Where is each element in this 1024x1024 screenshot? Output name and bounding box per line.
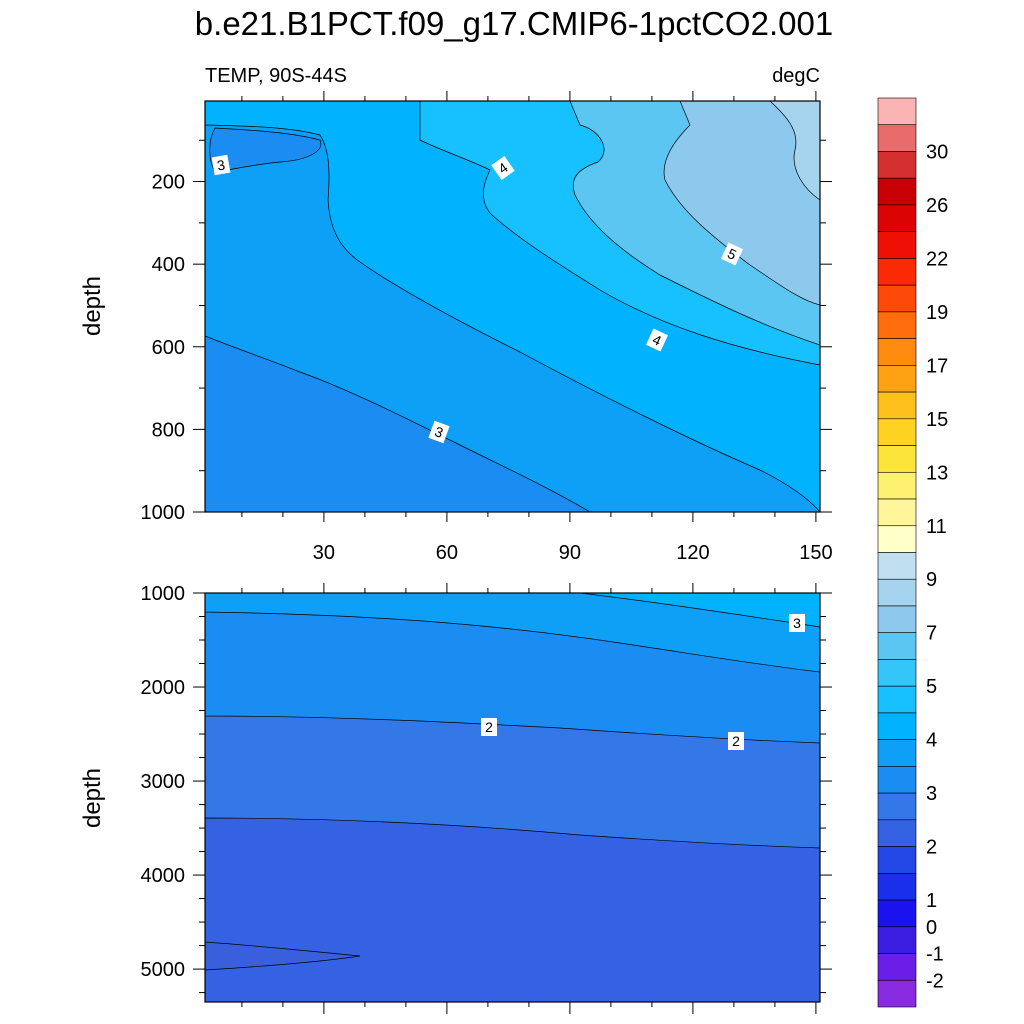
colorbar-label: 9: [926, 569, 937, 591]
colorbar-swatch: [877, 151, 917, 179]
upper-y-tick-label: 1000: [141, 502, 186, 524]
upper-y-tick-label: 600: [152, 337, 185, 359]
upper-contour-label: 5: [720, 242, 744, 266]
colorbar-swatch: [877, 578, 917, 607]
colorbar-swatch: [877, 177, 917, 206]
colorbar-label: 26: [926, 195, 948, 217]
upper-y-tick-label: 800: [152, 419, 185, 441]
upper-contour-label: 3: [428, 420, 450, 444]
lower-y-tick-label: 4000: [141, 865, 186, 887]
upper-panel-frame: [204, 100, 821, 513]
lower-y-tick-label: 1000: [141, 583, 186, 605]
colorbar-swatch: [877, 471, 917, 500]
upper-x-tick-label: 30: [313, 542, 335, 564]
lower-contour-label: 2: [481, 718, 497, 736]
colorbar-label: -2: [926, 970, 944, 992]
colorbar-label: 0: [926, 917, 937, 939]
colorbar-swatch: [877, 712, 917, 740]
colorbar-label: 19: [926, 302, 948, 324]
colorbar-swatch: [877, 605, 917, 634]
colorbar-label: 3: [926, 783, 937, 805]
colorbar-label: 7: [926, 623, 937, 645]
colorbar-swatch: [877, 979, 917, 1008]
lower-region-upper: [205, 593, 820, 673]
svg-text:3: 3: [793, 615, 801, 631]
upper-region-warm3: [663, 101, 820, 306]
colorbar-swatch: [877, 792, 917, 821]
colorbar-swatch: [877, 498, 917, 527]
lower-region-top: [579, 593, 820, 628]
colorbar-swatch: [877, 766, 917, 794]
colorbar-swatch: [877, 739, 917, 767]
colorbar-swatch: [877, 391, 917, 420]
colorbar-swatch: [877, 846, 917, 874]
colorbar-swatch: [877, 204, 917, 232]
left-subtitle: TEMP, 90S-44S: [205, 65, 347, 87]
upper-contour-label: 4: [645, 328, 669, 352]
colorbar-swatch: [877, 124, 917, 152]
upper-region-deep: [205, 335, 591, 512]
lower-contour-label: 3: [789, 614, 805, 632]
colorbar-label: 1: [926, 890, 937, 912]
colorbar: -2 -1 0 1 2 3 4 5 7 9 11 13 15 17 19 22 26 30: [877, 97, 948, 1008]
colorbar-label: 5: [926, 676, 937, 698]
colorbar-swatch: [877, 632, 917, 660]
lower-y-tick-label: 3000: [141, 771, 186, 793]
lower-y-tick-label: 5000: [141, 959, 186, 981]
lower-contour-label: 2: [728, 732, 744, 750]
colorbar-swatch: [877, 311, 917, 339]
lower-region-deep: [205, 817, 820, 1002]
lower-y-tick-label: 2000: [141, 677, 186, 699]
upper-panel: 3 4 4 5 3: [205, 101, 820, 512]
colorbar-label: 4: [926, 730, 937, 752]
upper-x-tick-label: 60: [436, 542, 458, 564]
colorbar-label: -1: [926, 944, 944, 966]
colorbar-label: 30: [926, 141, 948, 163]
colorbar-swatch: [877, 231, 917, 259]
colorbar-label: 15: [926, 409, 948, 431]
colorbar-label: 13: [926, 462, 948, 484]
upper-x-tick-label: 120: [676, 542, 709, 564]
colorbar-swatch: [877, 953, 917, 981]
colorbar-swatch: [877, 659, 917, 687]
right-subtitle: degC: [772, 65, 820, 87]
colorbar-label: 17: [926, 355, 948, 377]
colorbar-swatch: [877, 552, 917, 580]
colorbar-swatch: [877, 926, 917, 954]
svg-text:2: 2: [732, 733, 740, 749]
lower-panel-frame: [204, 592, 821, 1003]
svg-text:3: 3: [216, 156, 227, 173]
upper-region-surface-cool: [209, 127, 322, 173]
chart-title: b.e21.B1PCT.f09_g17.CMIP6-1pctCO2.001: [195, 5, 833, 42]
colorbar-swatch: [877, 899, 917, 928]
upper-x-tick-label: 90: [559, 542, 581, 564]
upper-x-tick-label: 150: [799, 542, 832, 564]
upper-y-tick-label: 200: [152, 172, 185, 194]
lower-panel: 3 2 2: [205, 593, 820, 1002]
colorbar-swatch: [877, 97, 917, 126]
colorbar-swatch: [877, 873, 917, 901]
colorbar-swatch: [877, 819, 917, 847]
upper-contour-label: 3: [211, 154, 231, 176]
axes-ticks: 30 60 90 120 150 200 400 600 800 1000 1000 2000 3000…: [141, 91, 833, 1014]
svg-text:2: 2: [485, 719, 493, 735]
upper-y-axis-label: depth: [79, 276, 106, 336]
colorbar-swatch: [877, 685, 917, 714]
lower-region-abyss: [205, 941, 361, 971]
colorbar-label: 22: [926, 248, 948, 270]
colorbar-swatch: [877, 418, 917, 446]
colorbar-label: 11: [926, 516, 947, 538]
colorbar-swatch: [877, 525, 917, 553]
colorbar-swatch: [877, 258, 917, 286]
colorbar-swatch: [877, 365, 917, 393]
upper-contour-label: 4: [491, 156, 515, 180]
upper-region-warm4: [769, 101, 820, 201]
colorbar-swatch: [877, 338, 917, 366]
colorbar-swatch: [877, 284, 917, 313]
upper-y-tick-label: 400: [152, 254, 185, 276]
lower-y-axis-label: depth: [79, 768, 106, 828]
colorbar-swatch: [877, 445, 917, 473]
colorbar-label: 2: [926, 837, 937, 859]
